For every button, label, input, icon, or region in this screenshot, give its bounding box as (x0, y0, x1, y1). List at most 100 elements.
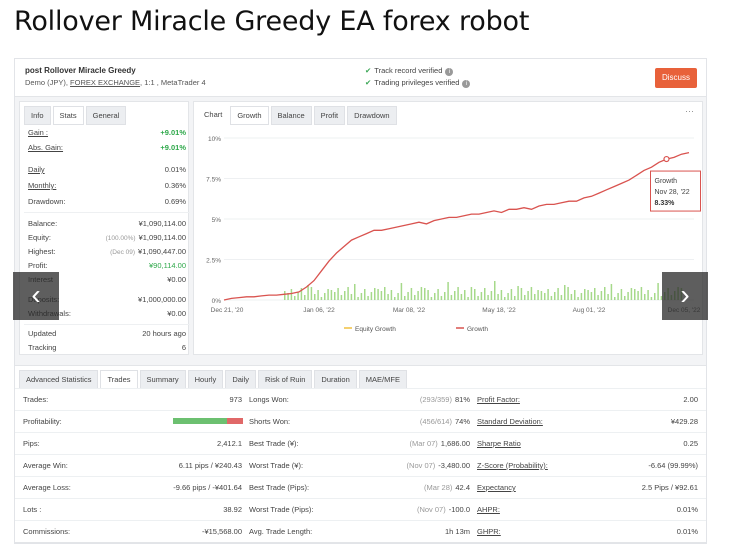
broker-link[interactable]: FOREX EXCHANGE (70, 78, 141, 87)
tooltip-box (650, 170, 701, 212)
more-menu-icon[interactable]: ··· (685, 106, 694, 116)
adv-label: AHPR: (477, 505, 500, 514)
volume-bar (304, 295, 306, 300)
volume-bar (497, 294, 499, 300)
volume-bar (460, 294, 463, 300)
page-title: Rollover Miracle Greedy EA forex robot (14, 6, 530, 37)
advanced-statistics-panel: Advanced Statistics Trades Summary Hourly D… (15, 365, 706, 543)
volume-bar (580, 293, 583, 300)
advanced-statistics-title: Advanced Statistics (19, 370, 99, 389)
tab-balance[interactable]: Balance (270, 106, 312, 125)
table-row: Average Loss: -9.66 pips / -¥401.64 Best T… (15, 476, 706, 497)
volume-bar (587, 290, 589, 300)
volume-bar (657, 283, 659, 300)
volume-bar (500, 290, 503, 300)
stat-label: Drawdown: (28, 197, 66, 206)
volume-bar (494, 281, 496, 300)
next-slide-button[interactable]: › (662, 272, 708, 320)
stat-value: 20 hours ago (142, 329, 186, 338)
adv-value: -6.64 (99.99%) (648, 461, 698, 470)
adv-label: Worst Trade (Pips): (249, 505, 314, 514)
volume-bar (557, 288, 559, 300)
check-icon: ✔ (365, 66, 372, 75)
adv-value: 6.11 pips / ¥240.43 (178, 461, 242, 470)
volume-bar (404, 296, 406, 300)
volume-bar (297, 292, 299, 300)
tab-stats[interactable]: Stats (52, 106, 84, 125)
volume-bar (294, 296, 296, 300)
adv-label: Shorts Won: (249, 417, 291, 426)
adv-label: Trades: (23, 395, 49, 404)
volume-bar (607, 294, 609, 300)
tab-growth[interactable]: Growth (230, 106, 269, 125)
info-icon[interactable]: i (462, 80, 471, 88)
volume-bar (514, 296, 516, 300)
adv-value: (Nov 07) -3,480.00 (407, 461, 470, 470)
trading-privileges-verified: ✔ Trading privileges verified i (365, 78, 471, 88)
stat-label: Daily (28, 165, 45, 174)
stat-value-text: 0.01% (164, 165, 186, 174)
stat-label: Profit: (28, 261, 48, 270)
y-tick-label: 5% (212, 217, 222, 224)
volume-bar (380, 291, 383, 300)
tab-summary[interactable]: Summary (139, 370, 186, 389)
volume-bar (600, 291, 603, 300)
info-icon[interactable]: i (445, 68, 454, 76)
adv-label: Best Trade (Pips): (249, 483, 310, 492)
volume-bar (287, 293, 289, 300)
volume-bar (520, 288, 523, 300)
tab-hourly[interactable]: Hourly (187, 370, 224, 389)
stat-value-text: 6 (181, 343, 186, 352)
stat-label: Gain : (28, 128, 49, 137)
prev-slide-button[interactable]: ‹ (13, 272, 59, 320)
volume-bar (324, 293, 326, 300)
tab-trades[interactable]: Trades (100, 370, 138, 389)
stat-value-text: ¥0.00 (167, 275, 186, 284)
stat-label: Abs. Gain: (28, 143, 64, 152)
table-row: Trades: 973 Longs Won: (293/359) 81% Profit F… (15, 388, 706, 409)
stat-label: Tracking (28, 343, 57, 352)
stat-row: Updated 20 hours ago (28, 329, 186, 341)
adv-label: Standard Deviation: (477, 417, 543, 426)
volume-bar (457, 287, 459, 300)
tab-duration[interactable]: Duration (314, 370, 357, 389)
tab-mae-mfe[interactable]: MAE/MFE (358, 370, 407, 389)
tab-daily[interactable]: Daily (225, 370, 256, 389)
discuss-button[interactable]: Discuss (655, 68, 697, 88)
x-tick-label: Mar 08, '22 (393, 307, 426, 314)
x-tick-label: Jan 06, '22 (303, 307, 335, 314)
volume-bar (577, 297, 579, 300)
volume-bar (647, 290, 649, 300)
adv-value: (Nov 07) -100.0 (417, 505, 470, 514)
volume-bar (614, 297, 616, 300)
volume-bar (640, 287, 643, 300)
stat-value-text: ¥1,090,114.00 (138, 219, 186, 228)
tab-chart[interactable]: Chart (198, 106, 229, 125)
adv-value: 0.01% (676, 505, 698, 514)
volume-bar (334, 292, 336, 300)
volume-bar (390, 290, 393, 300)
stat-value-text: ¥1,090,114.00 (138, 233, 186, 242)
tab-risk-of-ruin[interactable]: Risk of Ruin (257, 370, 313, 389)
adv-value-text: 74% (454, 417, 470, 426)
tab-info[interactable]: Info (24, 106, 51, 125)
tab-general[interactable]: General (85, 106, 127, 125)
stat-value: 0.69% (165, 197, 186, 206)
divider (24, 212, 190, 213)
stat-label: Highest: (28, 247, 56, 256)
adv-value-text: 1,686.00 (440, 439, 470, 448)
adv-label: Best Trade (¥): (249, 439, 299, 448)
volume-bar (544, 293, 546, 300)
volume-bar (550, 296, 553, 300)
tab-profit[interactable]: Profit (313, 106, 346, 125)
adv-value: (Mar 28) 42.4 (424, 483, 470, 492)
volume-bar (504, 297, 506, 300)
volume-bar (290, 289, 293, 300)
stat-row: Monthly: 0.36% (28, 181, 186, 193)
adv-label: Commissions: (23, 527, 71, 536)
stat-value-text: ¥90,114.00 (149, 261, 186, 270)
stat-row: Gain : +9.01% (28, 128, 186, 140)
tab-drawdown[interactable]: Drawdown (347, 106, 397, 125)
volume-bar (627, 292, 629, 300)
stat-value-text: ¥1,000,000.00 (138, 295, 186, 304)
